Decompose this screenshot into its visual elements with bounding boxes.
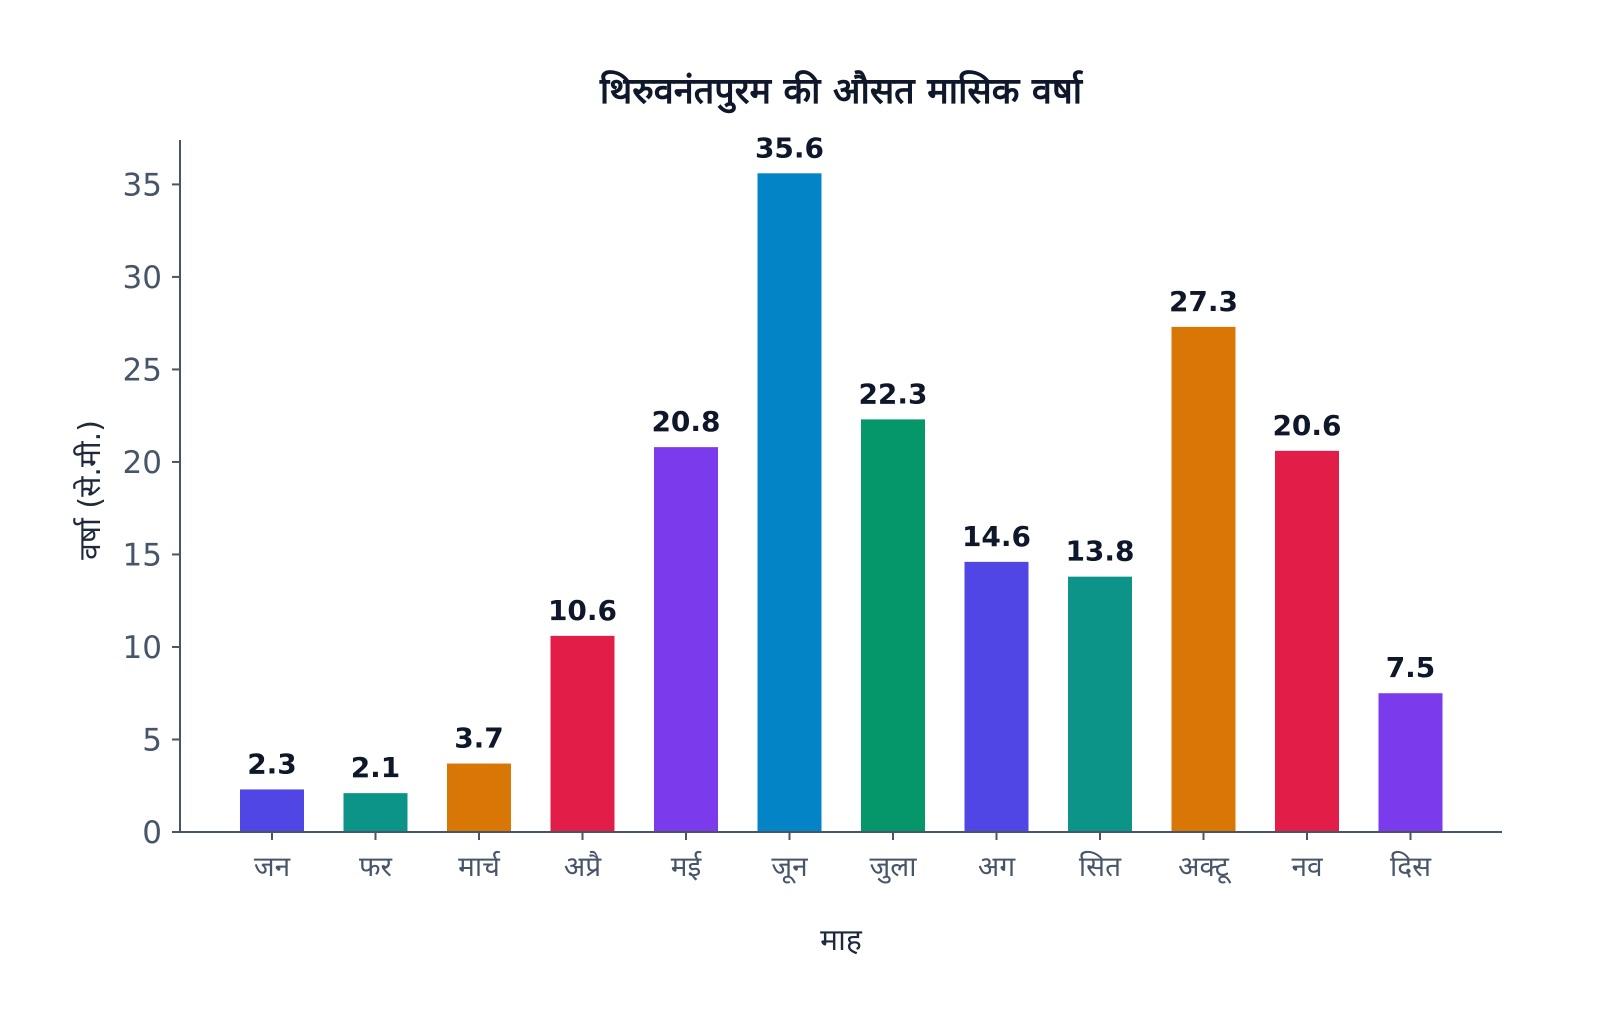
- y-tick-label: 10: [123, 630, 162, 666]
- y-tick-label: 30: [123, 260, 162, 296]
- x-tick-label: मार्च: [458, 850, 501, 883]
- x-axis-title: माह: [820, 923, 863, 958]
- bar: [240, 789, 304, 832]
- y-tick-label: 35: [123, 167, 162, 203]
- x-tick-label: दिस: [1390, 850, 1432, 883]
- x-tick-label: मई: [671, 850, 703, 883]
- bar: [964, 561, 1029, 832]
- y-axis-title: वर्षा (से.मी.): [73, 420, 108, 560]
- bar-value-label: 27.3: [1169, 285, 1238, 318]
- x-tick-label: सित: [1079, 850, 1122, 883]
- bar: [654, 447, 718, 832]
- bar: [861, 419, 925, 832]
- chart-title: थिरुवनंतपुरम की औसत मासिक वर्षा: [599, 70, 1084, 114]
- bar-value-label: 22.3: [858, 377, 927, 410]
- bar-value-label: 7.5: [1386, 651, 1436, 684]
- bar-value-label: 13.8: [1065, 535, 1134, 568]
- x-tick-label: फर: [359, 850, 393, 883]
- x-tick-label: अक्टू: [1178, 850, 1232, 884]
- bar-value-label: 20.8: [651, 405, 720, 438]
- bar: [1171, 326, 1236, 832]
- bar-value-label: 10.6: [548, 594, 617, 627]
- x-tick-label: अप्रै: [564, 850, 602, 883]
- bar: [1068, 576, 1132, 832]
- y-tick-label: 15: [123, 537, 162, 573]
- x-tick-label: नव: [1291, 850, 1323, 883]
- bar: [1378, 693, 1443, 832]
- y-tick-label: 0: [142, 815, 162, 851]
- bar: [550, 635, 615, 832]
- x-tick-label: अग: [978, 850, 1016, 883]
- bar: [343, 793, 408, 832]
- y-tick-label: 20: [123, 445, 162, 481]
- bar: [757, 173, 822, 832]
- x-tick-label: जून: [771, 850, 808, 884]
- bar-value-label: 35.6: [755, 131, 824, 164]
- x-tick-label: जुला: [869, 850, 917, 884]
- y-axis: 0 5 10 15 20 25 30 35: [123, 140, 181, 851]
- x-axis: जन फर मार्च अप्रै मई जून जुला अग सित अक्टू नव दिस: [180, 831, 1502, 884]
- bar: [1275, 450, 1339, 832]
- bar-value-label: 20.6: [1272, 409, 1341, 442]
- bar-value-label: 3.7: [454, 722, 504, 755]
- bar-value-label: 2.1: [351, 751, 401, 784]
- bar-value-label: 2.3: [247, 747, 297, 780]
- bar-value-label: 14.6: [962, 520, 1031, 553]
- y-tick-label: 5: [142, 722, 162, 758]
- bars-group: 2.3 2.1 3.7 10.6 20.8 35.6 22.3 14.6 13.8 27.3 20.…: [240, 131, 1443, 832]
- bar: [447, 763, 511, 832]
- y-tick-label: 25: [123, 352, 162, 388]
- x-tick-label: जन: [254, 850, 291, 883]
